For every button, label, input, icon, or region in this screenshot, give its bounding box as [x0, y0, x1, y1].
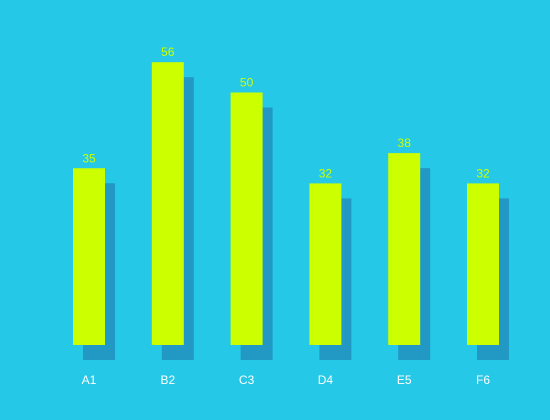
x-tick-label: E5 [397, 373, 412, 387]
bar [73, 168, 105, 345]
bar [151, 62, 184, 345]
value-label: 35 [82, 151, 96, 165]
bar [388, 153, 421, 345]
bar [309, 183, 342, 345]
x-tick-label: C3 [239, 373, 255, 387]
value-label: 32 [476, 166, 490, 180]
value-label: 38 [398, 136, 412, 150]
x-tick-label: F6 [476, 373, 490, 387]
x-tick-label: A1 [82, 373, 97, 387]
x-tick-label: B2 [160, 373, 175, 387]
x-tick-label: D4 [318, 373, 334, 387]
bar [230, 92, 263, 345]
value-label: 50 [240, 76, 254, 90]
value-label: 56 [161, 45, 175, 59]
bar [467, 183, 499, 345]
value-label: 32 [319, 166, 333, 180]
